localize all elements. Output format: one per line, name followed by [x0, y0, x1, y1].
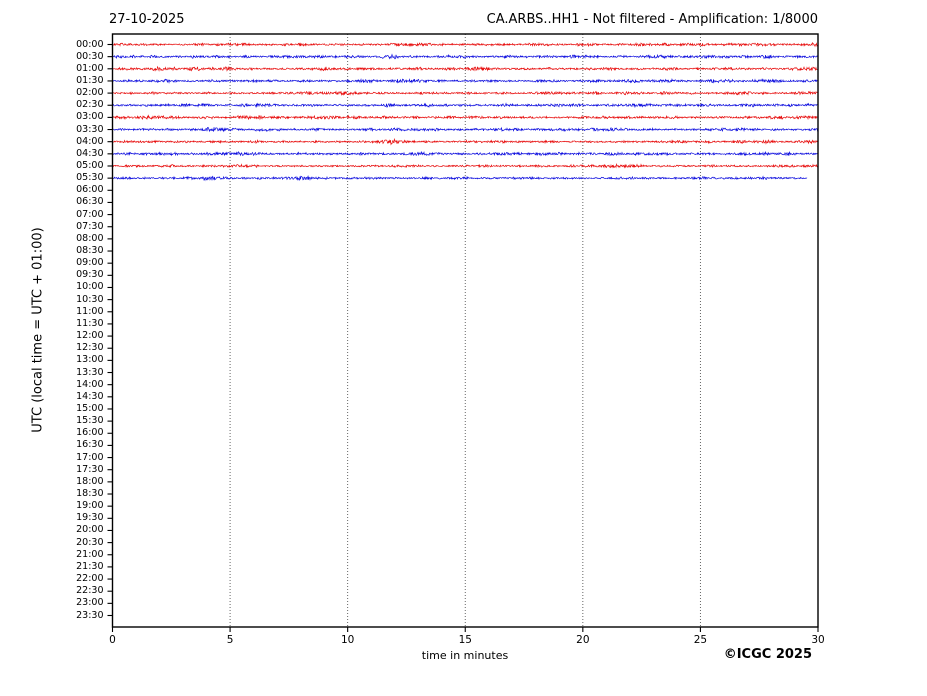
x-tick-label: 30 — [811, 634, 825, 646]
y-tick-label: 21:00 — [76, 548, 104, 560]
y-tick-label: 07:30 — [76, 220, 104, 232]
y-tick-label: 01:30 — [76, 74, 104, 86]
y-tick-label: 20:30 — [76, 536, 104, 548]
y-tick-label: 03:00 — [76, 111, 104, 123]
y-tick-label: 19:00 — [76, 500, 104, 512]
seismic-trace — [112, 102, 819, 109]
y-tick-label: 20:00 — [76, 524, 104, 536]
y-tick-label: 09:00 — [76, 257, 104, 269]
x-tick-label: 0 — [109, 634, 116, 646]
y-tick-label: 00:30 — [76, 50, 104, 62]
y-tick-label: 06:00 — [76, 184, 104, 196]
y-tick-label: 02:30 — [76, 99, 104, 111]
y-tick-label: 09:30 — [76, 269, 104, 281]
y-tick-label: 11:30 — [76, 317, 104, 329]
y-tick-label: 12:00 — [76, 330, 104, 342]
seismic-trace — [112, 162, 819, 169]
y-tick-label: 18:30 — [76, 488, 104, 499]
y-tick-label: 14:00 — [76, 378, 104, 390]
y-tick-label: 23:00 — [76, 597, 104, 609]
y-tick-label: 08:30 — [76, 245, 104, 257]
y-tick-label: 05:30 — [76, 172, 104, 184]
x-tick-label: 10 — [340, 634, 355, 646]
x-tick-label: 20 — [576, 634, 590, 646]
seismic-trace — [112, 175, 808, 182]
y-tick-label: 19:30 — [76, 512, 104, 524]
seismic-trace — [112, 78, 819, 84]
y-tick-label: 15:00 — [76, 402, 104, 414]
y-tick-label: 14:30 — [76, 390, 104, 402]
y-tick-label: 05:00 — [76, 159, 104, 171]
seismic-trace — [112, 150, 819, 157]
seismic-trace — [112, 65, 819, 72]
y-tick-label: 03:30 — [76, 123, 104, 135]
y-tick-label: 13:30 — [76, 366, 104, 378]
x-tick-label: 25 — [693, 634, 708, 646]
y-tick-label: 13:00 — [76, 354, 104, 366]
date-title: 27-10-2025 — [109, 12, 185, 27]
station-title: CA.ARBS..HH1 - Not filtered - Amplificat… — [486, 12, 818, 27]
y-tick-label: 23:30 — [76, 609, 104, 621]
y-tick-label: 07:00 — [76, 208, 104, 220]
y-tick-label: 22:30 — [76, 585, 104, 597]
copyright-credit: ©ICGC 2025 — [723, 647, 812, 662]
y-tick-label: 16:30 — [76, 439, 104, 451]
seismic-traces — [112, 41, 819, 182]
x-axis-label: time in minutes — [421, 649, 509, 662]
x-tick-label: 15 — [458, 634, 472, 646]
y-tick-label: 17:00 — [76, 451, 104, 463]
y-tick-label: 22:00 — [76, 573, 104, 585]
seismic-trace — [112, 137, 819, 146]
y-tick-label: 16:00 — [76, 427, 104, 439]
y-tick-label: 12:30 — [76, 342, 104, 354]
y-tick-label: 21:30 — [76, 560, 104, 572]
gridlines — [229, 34, 701, 627]
y-tick-label: 06:30 — [76, 196, 104, 208]
y-tick-label: 01:00 — [76, 62, 104, 74]
seismic-trace — [112, 90, 819, 97]
y-tick-label: 04:00 — [76, 135, 104, 147]
y-tick-label: 11:00 — [76, 305, 104, 317]
y-tick-label: 18:00 — [76, 475, 104, 487]
y-tick-label: 02:00 — [76, 87, 104, 99]
y-tick-label: 04:30 — [76, 147, 104, 159]
seismic-trace — [112, 53, 819, 60]
axis-ticks — [107, 43, 819, 632]
seismic-trace — [112, 114, 819, 121]
y-tick-label: 10:00 — [76, 281, 104, 293]
seismic-trace — [112, 41, 819, 48]
y-tick-label: 00:00 — [76, 38, 104, 50]
y-tick-label: 08:00 — [76, 232, 104, 244]
y-tick-label: 10:30 — [76, 293, 104, 305]
y-tick-label: 15:30 — [76, 415, 104, 427]
seismic-trace — [112, 126, 819, 133]
y-tick-label: 17:30 — [76, 463, 104, 475]
x-tick-label: 5 — [226, 634, 234, 646]
